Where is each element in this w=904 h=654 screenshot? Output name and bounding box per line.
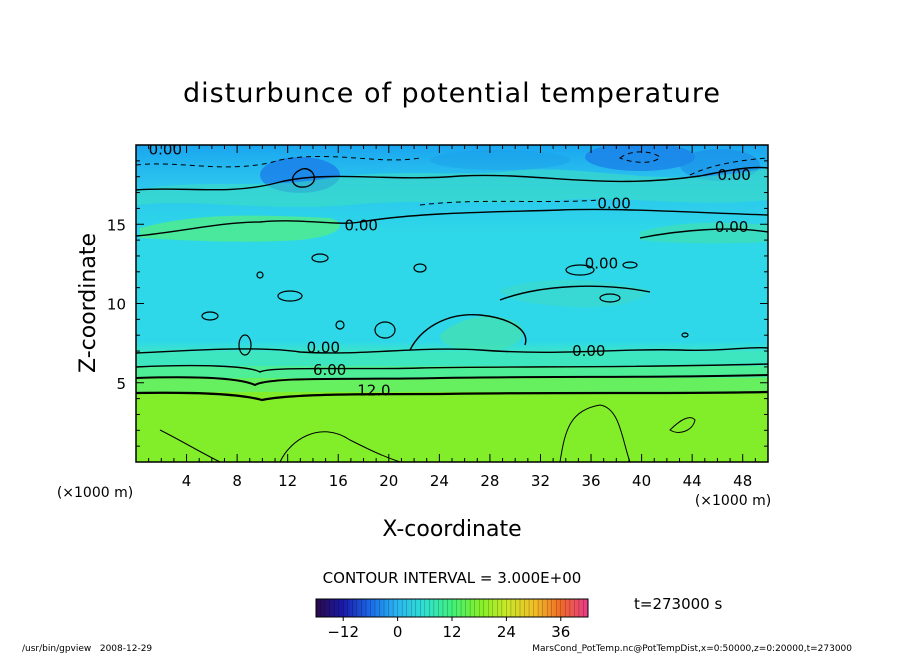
colorbar-tick-label: 12 — [442, 623, 461, 641]
small-contour-islands — [201, 253, 689, 356]
positive-region — [440, 316, 523, 351]
x-tick-label: 4 — [182, 472, 192, 490]
colorbar-tick-label: 36 — [551, 623, 570, 641]
positive-band — [136, 392, 768, 462]
contour-labels: 0.00 0.00 0.00 0.00 0.00 0.00 0.00 0.00 6.00 12.0 — [149, 141, 751, 399]
contour-label: 0.00 — [149, 141, 182, 159]
footer-right: MarsCond_PotTemp.nc@PotTempDist,x=0:5000… — [532, 644, 852, 654]
x-tick-label: 36 — [581, 472, 600, 490]
x-tick-label: 8 — [232, 472, 242, 490]
y-tick-label: 5 — [116, 375, 126, 393]
positive-band — [136, 352, 768, 366]
x-tick-label: 40 — [632, 472, 651, 490]
x-tick-label: 48 — [733, 472, 752, 490]
contour-label: 0.00 — [597, 194, 630, 212]
colorbar-tick-label: −12 — [327, 623, 359, 641]
colorbar-stripes — [315, 599, 589, 617]
contour-label: 0.00 — [585, 255, 618, 273]
x-axis-label: X-coordinate — [382, 517, 521, 542]
x-axis-units-left: (×1000 m) — [57, 485, 133, 501]
x-tick-label: 28 — [480, 472, 499, 490]
x-axis-units-right: (×1000 m) — [695, 493, 771, 509]
x-tick-label: 44 — [683, 472, 702, 490]
time-label: t=273000 s — [634, 595, 722, 613]
contour-label: 0.00 — [572, 342, 605, 360]
x-tick-label: 16 — [329, 472, 348, 490]
contour-label: 12.0 — [357, 381, 390, 399]
y-tick-label: 10 — [107, 296, 126, 314]
colorbar-ticks: −12 0 12 24 36 — [327, 617, 570, 641]
contour-lines — [136, 166, 768, 462]
x-tick-label: 20 — [379, 472, 398, 490]
x-axis-ticks: 4 8 12 16 20 24 28 32 36 40 44 48 — [148, 145, 756, 490]
colorbar-tick-label: 24 — [497, 623, 516, 641]
x-tick-label: 12 — [278, 472, 297, 490]
footer-left: /usr/bin/gpview 2008-12-29 — [22, 644, 152, 654]
contour-label: 6.00 — [313, 361, 346, 379]
colorbar-tick-label: 0 — [393, 623, 403, 641]
contour-interval: CONTOUR INTERVAL = 3.000E+00 — [323, 569, 582, 587]
contour-label: 0.00 — [715, 218, 748, 236]
chart-title: disturbunce of potential temperature — [183, 78, 721, 109]
positive-band — [136, 378, 768, 392]
x-tick-label: 32 — [531, 472, 550, 490]
negative-contours — [136, 151, 768, 206]
colorbar: −12 0 12 24 36 — [315, 598, 589, 641]
y-axis-label: Z-coordinate — [76, 233, 101, 373]
y-tick-label: 15 — [107, 216, 126, 234]
contour-label: 0.00 — [717, 166, 750, 184]
negative-region — [430, 150, 570, 170]
contour-label: 0.00 — [307, 339, 340, 357]
x-tick-label: 24 — [430, 472, 449, 490]
negative-region — [585, 145, 695, 171]
contour-label: 0.00 — [345, 217, 378, 235]
contour-field: 0.00 0.00 0.00 0.00 0.00 0.00 0.00 0.00 6.00 12.0 — [136, 141, 768, 462]
positive-region — [640, 222, 768, 244]
y-axis-ticks: 5 10 15 — [107, 160, 768, 447]
positive-region — [136, 168, 768, 208]
positive-region — [140, 215, 340, 242]
